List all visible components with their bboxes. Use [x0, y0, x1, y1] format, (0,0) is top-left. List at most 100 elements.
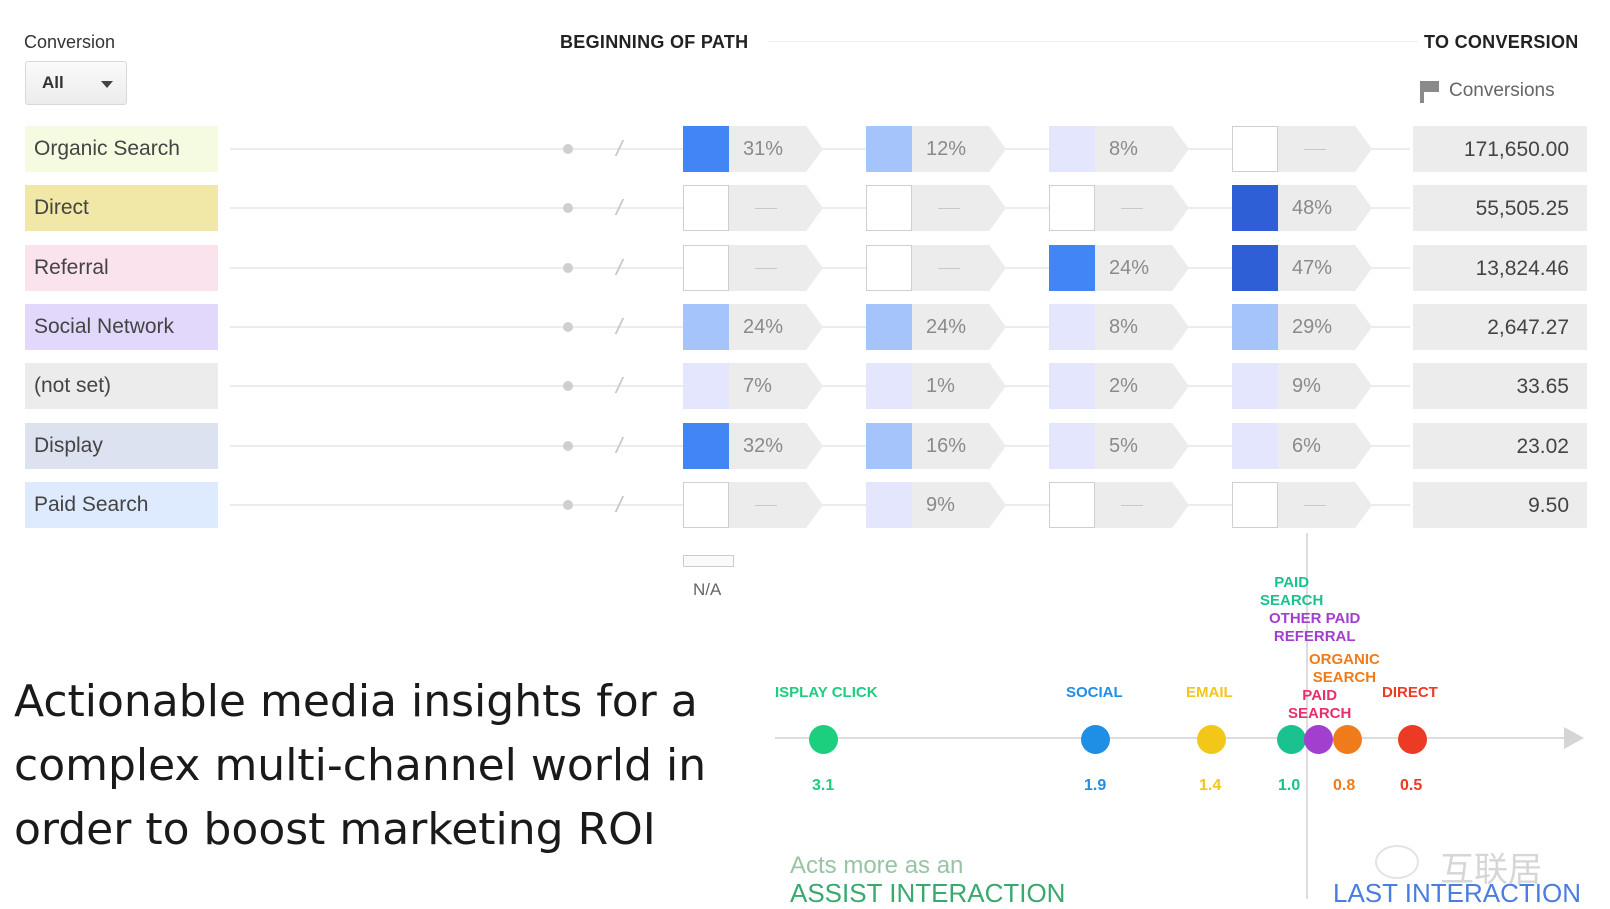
step-swatch — [1232, 245, 1278, 291]
assist-caption: Acts more as an — [790, 852, 963, 880]
path-step-cell[interactable] — [1232, 126, 1372, 172]
timeline-point — [1081, 725, 1110, 754]
path-step-cell[interactable] — [683, 185, 823, 231]
step-swatch — [1232, 126, 1278, 172]
path-step-cell[interactable]: 9% — [1232, 363, 1372, 409]
conversions-value: 13,824.46 — [1476, 257, 1569, 281]
channel-label[interactable]: Referral — [25, 245, 218, 291]
header-divider — [768, 41, 1418, 42]
conversion-dropdown[interactable]: All — [25, 61, 127, 105]
channel-label[interactable]: Paid Search — [25, 482, 218, 528]
path-step-cell[interactable] — [866, 245, 1006, 291]
path-step-cell[interactable]: 5% — [1049, 423, 1189, 469]
headline: Actionable media insights for a complex … — [14, 670, 706, 862]
assist-interaction-label: ASSIST INTERACTION — [790, 878, 1065, 909]
path-step-cell[interactable] — [1049, 185, 1189, 231]
timeline-label: DIRECT — [1382, 684, 1438, 702]
step-swatch — [683, 423, 729, 469]
dropdown-value: All — [42, 73, 64, 93]
path-step-cell[interactable]: 32% — [683, 423, 823, 469]
channel-label[interactable]: Organic Search — [25, 126, 218, 172]
path-step-cell[interactable] — [683, 245, 823, 291]
step-swatch — [683, 304, 729, 350]
path-step-cell[interactable] — [1049, 482, 1189, 528]
path-step-cell[interactable] — [1232, 482, 1372, 528]
step-percent: 9% — [926, 494, 955, 517]
step-percent: 24% — [926, 316, 966, 339]
path-step-cell[interactable]: 6% — [1232, 423, 1372, 469]
step-percent: 16% — [926, 435, 966, 458]
conversions-total: 2,647.27 — [1413, 304, 1587, 350]
timeline-point — [1333, 725, 1362, 754]
path-step-cell[interactable] — [866, 185, 1006, 231]
empty-dash — [755, 505, 777, 506]
step-percent: 9% — [1292, 375, 1321, 398]
empty-dash — [755, 268, 777, 269]
path-step-cell[interactable]: 8% — [1049, 304, 1189, 350]
path-start-dot — [563, 381, 573, 391]
path-step-cell[interactable] — [683, 482, 823, 528]
conversions-total: 171,650.00 — [1413, 126, 1587, 172]
conversions-value: 9.50 — [1528, 494, 1569, 518]
path-step-cell[interactable]: 47% — [1232, 245, 1372, 291]
headline-line: order to boost marketing ROI — [14, 798, 706, 862]
conversions-header-label: Conversions — [1449, 80, 1555, 102]
step-swatch — [1232, 423, 1278, 469]
step-swatch — [683, 482, 729, 528]
path-start-dot — [563, 203, 573, 213]
empty-dash — [1304, 149, 1326, 150]
path-step-cell[interactable]: 9% — [866, 482, 1006, 528]
empty-dash — [755, 208, 777, 209]
empty-dash — [1121, 208, 1143, 209]
conversions-total: 55,505.25 — [1413, 185, 1587, 231]
path-step-cell[interactable]: 24% — [683, 304, 823, 350]
conversions-value: 23.02 — [1516, 435, 1569, 459]
timeline-label: ISPLAY CLICK — [775, 684, 878, 702]
step-percent: 8% — [1109, 138, 1138, 161]
step-percent: 24% — [1109, 257, 1149, 280]
table-row: (not set)//7%1%2%9%33.65 — [0, 363, 1610, 409]
headline-line: Actionable media insights for a — [14, 670, 706, 734]
step-percent: 5% — [1109, 435, 1138, 458]
path-step-cell[interactable]: 24% — [866, 304, 1006, 350]
step-percent: 47% — [1292, 257, 1332, 280]
path-step-cell[interactable]: 16% — [866, 423, 1006, 469]
path-step-cell[interactable]: 48% — [1232, 185, 1372, 231]
path-start-dot — [563, 441, 573, 451]
path-step-cell[interactable]: 7% — [683, 363, 823, 409]
step-swatch — [866, 185, 912, 231]
path-start-dot — [563, 144, 573, 154]
timeline-point — [1277, 725, 1306, 754]
step-swatch — [683, 126, 729, 172]
path-step-cell[interactable]: 29% — [1232, 304, 1372, 350]
conversions-value: 2,647.27 — [1487, 316, 1569, 340]
step-swatch — [1049, 304, 1095, 350]
timeline-value: 0.5 — [1400, 777, 1422, 795]
step-swatch — [1049, 423, 1095, 469]
headline-line: complex multi-channel world in — [14, 734, 706, 798]
conversions-total: 13,824.46 — [1413, 245, 1587, 291]
channel-label[interactable]: Display — [25, 423, 218, 469]
table-row: Direct//48%55,505.25 — [0, 185, 1610, 231]
conversions-total: 23.02 — [1413, 423, 1587, 469]
channel-label[interactable]: Social Network — [25, 304, 218, 350]
step-swatch — [866, 482, 912, 528]
path-step-cell[interactable]: 31% — [683, 126, 823, 172]
conversions-value: 55,505.25 — [1476, 197, 1569, 221]
channel-label[interactable]: (not set) — [25, 363, 218, 409]
table-row: Organic Search//31%12%8%171,650.00 — [0, 126, 1610, 172]
timeline-label: PAID SEARCH — [1288, 687, 1351, 723]
path-step-cell[interactable]: 24% — [1049, 245, 1189, 291]
wechat-icon — [1375, 845, 1419, 879]
step-swatch — [1049, 185, 1095, 231]
path-step-cell[interactable]: 1% — [866, 363, 1006, 409]
step-swatch — [866, 304, 912, 350]
channel-label[interactable]: Direct — [25, 185, 218, 231]
step-swatch — [1049, 245, 1095, 291]
path-step-cell[interactable]: 12% — [866, 126, 1006, 172]
conversion-label: Conversion — [24, 32, 115, 53]
path-step-cell[interactable]: 2% — [1049, 363, 1189, 409]
step-swatch — [1232, 304, 1278, 350]
timeline-point — [1304, 725, 1333, 754]
path-step-cell[interactable]: 8% — [1049, 126, 1189, 172]
